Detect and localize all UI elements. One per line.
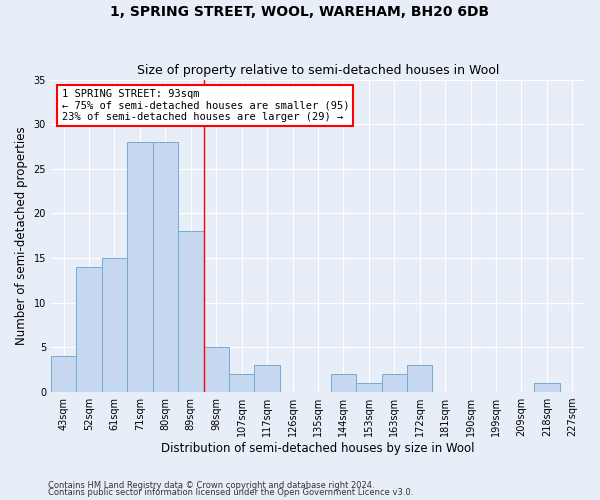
Bar — [102, 258, 127, 392]
X-axis label: Distribution of semi-detached houses by size in Wool: Distribution of semi-detached houses by … — [161, 442, 475, 455]
Text: Contains HM Land Registry data © Crown copyright and database right 2024.: Contains HM Land Registry data © Crown c… — [48, 480, 374, 490]
Bar — [178, 232, 203, 392]
Bar — [382, 374, 407, 392]
Text: 1, SPRING STREET, WOOL, WAREHAM, BH20 6DB: 1, SPRING STREET, WOOL, WAREHAM, BH20 6D… — [110, 5, 490, 19]
Bar — [407, 366, 433, 392]
Bar — [203, 348, 229, 392]
Bar — [127, 142, 152, 392]
Y-axis label: Number of semi-detached properties: Number of semi-detached properties — [15, 126, 28, 345]
Bar — [229, 374, 254, 392]
Bar — [331, 374, 356, 392]
Text: Contains public sector information licensed under the Open Government Licence v3: Contains public sector information licen… — [48, 488, 413, 497]
Bar — [356, 383, 382, 392]
Bar — [76, 267, 102, 392]
Title: Size of property relative to semi-detached houses in Wool: Size of property relative to semi-detach… — [137, 64, 499, 77]
Bar — [534, 383, 560, 392]
Text: 1 SPRING STREET: 93sqm
← 75% of semi-detached houses are smaller (95)
23% of sem: 1 SPRING STREET: 93sqm ← 75% of semi-det… — [62, 89, 349, 122]
Bar — [254, 366, 280, 392]
Bar — [51, 356, 76, 392]
Bar — [152, 142, 178, 392]
